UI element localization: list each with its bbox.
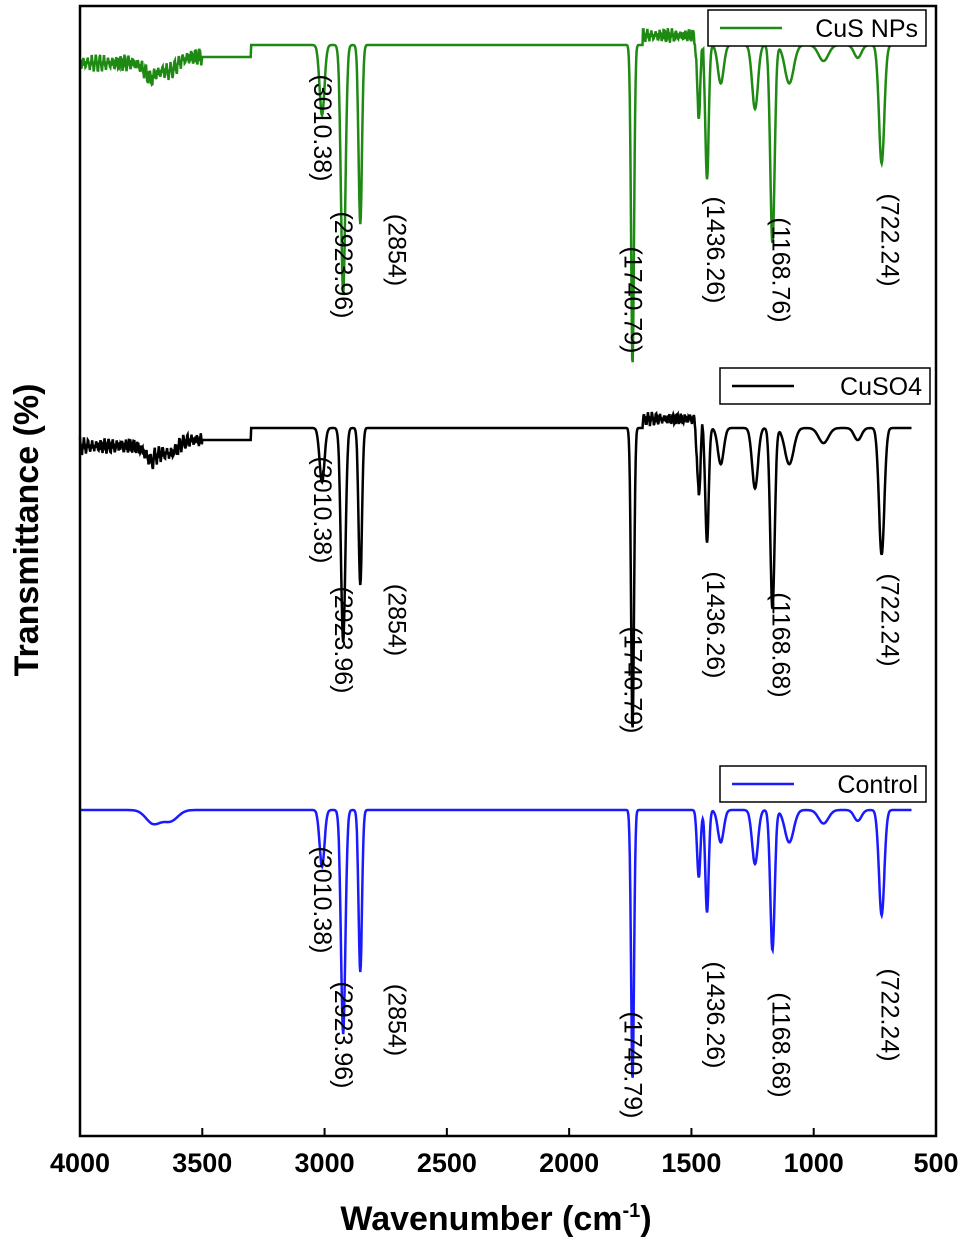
peak-label: (2854) — [382, 214, 410, 286]
legend-box — [719, 765, 927, 803]
series-line-control — [80, 808, 912, 1078]
peak-label: (3010.38) — [308, 456, 336, 563]
peak-label: (2923.96) — [329, 586, 357, 693]
x-tick-label: 3500 — [172, 1148, 232, 1178]
peak-label: (722.24) — [876, 968, 904, 1061]
peak-label: (722.24) — [876, 193, 904, 286]
x-tick-label: 2000 — [539, 1148, 599, 1178]
peak-label: (2923.96) — [329, 211, 357, 318]
legend-label: CuSO4 — [840, 373, 922, 401]
peak-label: (1168.68) — [767, 992, 795, 1097]
legends: CuS NPs CuSO4 Control — [707, 9, 931, 803]
peak-label: (2854) — [382, 584, 410, 656]
x-axis-label: Wavenumber (cm-1) — [340, 1200, 651, 1238]
peak-label: (1436.26) — [701, 571, 729, 678]
x-tick-label: 2500 — [417, 1148, 477, 1178]
y-axis-label: Transmittance (%) — [8, 384, 46, 677]
x-tick-label: 1000 — [784, 1148, 844, 1178]
plot-frame — [78, 4, 938, 1138]
peak-annotations: (3010.38) (2923.96) (2854) (1740.79) (1436.2… — [308, 74, 904, 1118]
peak-label: (2854) — [382, 984, 410, 1056]
peak-label: (1740.79) — [619, 246, 647, 353]
x-axis-ticks: 4000 3500 3000 2500 2000 1500 1000 500 — [50, 1128, 959, 1178]
series-line-cus-nps — [78, 28, 912, 363]
x-tick-label: 500 — [913, 1148, 958, 1178]
x-axis-label-close: ) — [640, 1200, 651, 1238]
peak-label: (1168.68) — [767, 592, 795, 697]
x-tick-label: 4000 — [50, 1148, 110, 1178]
peak-label: (2923.96) — [329, 981, 357, 1088]
legend-label: Control — [837, 771, 918, 799]
peak-label: (1740.79) — [619, 626, 647, 733]
x-axis-label-main: Wavenumber (cm — [340, 1200, 622, 1238]
peak-label: (1436.26) — [701, 196, 729, 303]
peak-label: (1168.76) — [766, 217, 794, 322]
x-tick-label: 1500 — [661, 1148, 721, 1178]
x-axis-label-sup: -1 — [623, 1200, 641, 1222]
peak-label: (1436.26) — [701, 961, 729, 1068]
peak-label: (1740.79) — [619, 1011, 647, 1118]
peak-label: (722.24) — [876, 573, 904, 666]
traces-group — [78, 28, 912, 1078]
series-line-cuso4 — [78, 410, 912, 728]
x-tick-label: 3000 — [295, 1148, 355, 1178]
peak-label: (3010.38) — [308, 74, 336, 181]
peak-label: (3010.38) — [308, 846, 336, 953]
legend-label: CuS NPs — [815, 15, 918, 43]
